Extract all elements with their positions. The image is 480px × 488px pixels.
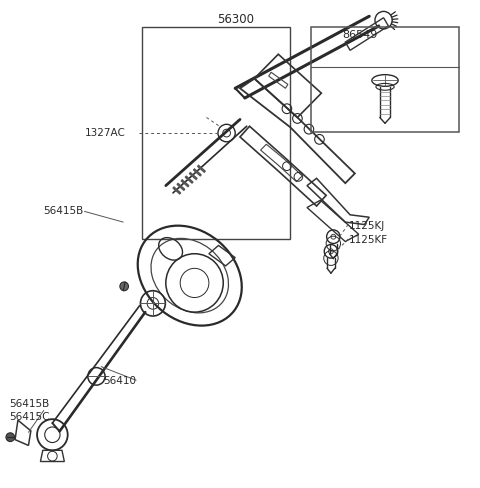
Bar: [142, 27, 290, 239]
Text: 1327AC: 1327AC: [84, 128, 125, 138]
Polygon shape: [185, 176, 193, 183]
Text: 56415C: 56415C: [9, 412, 50, 422]
Text: 56415B: 56415B: [9, 399, 49, 408]
Text: 1125KJ: 1125KJ: [349, 221, 385, 230]
Bar: [311, 27, 459, 132]
Text: 56415B: 56415B: [43, 206, 83, 216]
Polygon shape: [177, 183, 185, 190]
Text: 86549: 86549: [342, 30, 377, 40]
Polygon shape: [198, 165, 205, 172]
Text: 56300: 56300: [216, 13, 254, 26]
Circle shape: [120, 282, 129, 291]
Circle shape: [6, 433, 14, 442]
Polygon shape: [193, 169, 201, 176]
Text: 1125KF: 1125KF: [349, 235, 388, 245]
Polygon shape: [173, 187, 180, 194]
Polygon shape: [190, 173, 197, 180]
Polygon shape: [181, 180, 189, 186]
Text: 56410: 56410: [104, 376, 137, 386]
